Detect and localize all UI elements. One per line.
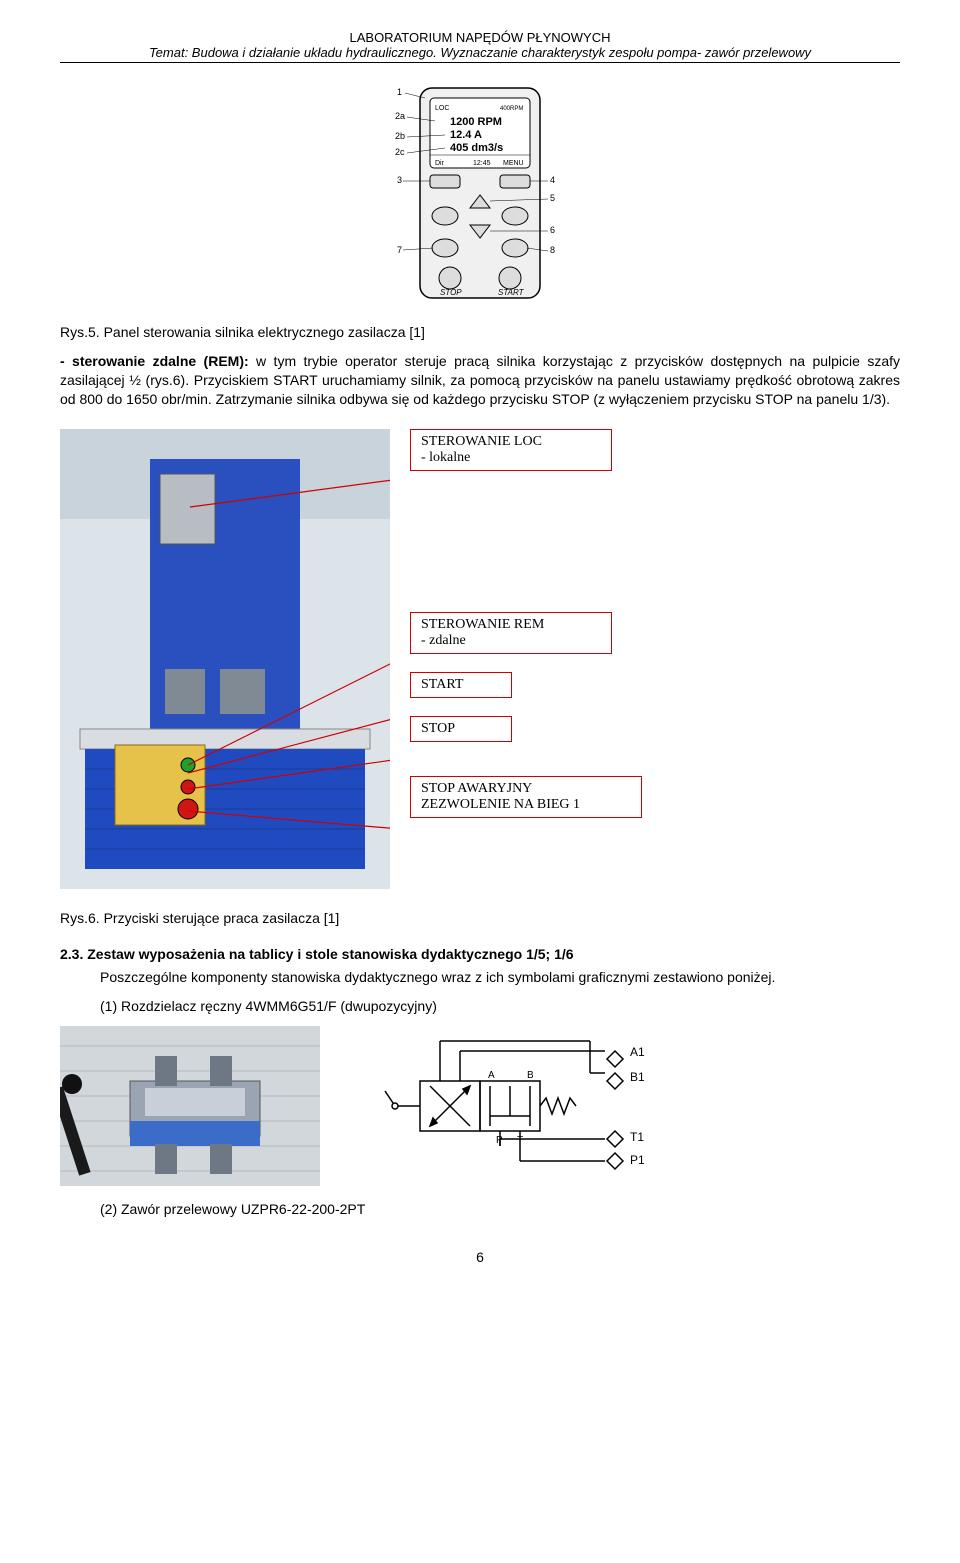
svg-text:LOC: LOC: [435, 105, 449, 112]
svg-text:P: P: [496, 1135, 503, 1146]
svg-text:1: 1: [397, 87, 402, 97]
machine-figure-row: STEROWANIE LOC - lokalne STEROWANIE REM …: [60, 429, 900, 889]
svg-text:4: 4: [550, 175, 555, 185]
svg-text:T: T: [517, 1135, 523, 1146]
label-rem: STEROWANIE REM - zdalne: [410, 612, 612, 654]
label-stop: STOP: [410, 716, 512, 742]
valve-photo-placeholder: [60, 1026, 320, 1186]
machine-photo-placeholder: [60, 429, 390, 889]
label-loc: STEROWANIE LOC - lokalne: [410, 429, 612, 471]
svg-text:MENU: MENU: [503, 160, 524, 167]
valve-schematic: A1 B1 T1 P1 A B P T: [360, 1031, 660, 1181]
svg-text:405 dm3/s: 405 dm3/s: [450, 142, 503, 154]
section-2-3-body: Poszczególne komponenty stanowiska dydak…: [60, 968, 900, 987]
svg-text:12:45: 12:45: [473, 160, 491, 167]
svg-text:2b: 2b: [395, 131, 405, 141]
svg-text:5: 5: [550, 193, 555, 203]
svg-text:B1: B1: [630, 1070, 645, 1084]
item-1: (1) Rozdzielacz ręczny 4WMM6G51/F (dwupo…: [60, 997, 900, 1016]
label-emergency: STOP AWARYJNY ZEZWOLENIE NA BIEG 1: [410, 776, 642, 818]
fig6-caption: Rys.6. Przyciski sterujące praca zasilac…: [60, 909, 900, 928]
svg-text:T1: T1: [630, 1130, 644, 1144]
item-2: (2) Zawór przelewowy UZPR6-22-200-2PT: [60, 1200, 900, 1219]
section-num: 2.3.: [60, 946, 83, 962]
svg-text:8: 8: [550, 245, 555, 255]
svg-text:A: A: [488, 1070, 495, 1081]
svg-text:2c: 2c: [395, 147, 405, 157]
section-2-3-title-row: 2.3. Zestaw wyposażenia na tablicy i sto…: [60, 945, 900, 964]
label-start: START: [410, 672, 512, 698]
item1-figures: A1 B1 T1 P1 A B P T: [60, 1026, 900, 1186]
svg-text:STOP: STOP: [440, 288, 462, 297]
svg-text:7: 7: [397, 245, 402, 255]
svg-text:A1: A1: [630, 1045, 645, 1059]
section-title-text: Zestaw wyposażenia na tablicy i stole st…: [87, 946, 573, 962]
machine-labels-column: STEROWANIE LOC - lokalne STEROWANIE REM …: [410, 429, 642, 824]
svg-text:2a: 2a: [395, 111, 405, 121]
svg-text:1200 RPM: 1200 RPM: [450, 116, 502, 128]
control-panel-figure: LOC 400RPM 1200 RPM 12.4 A 405 dm3/s Dir…: [395, 83, 565, 303]
section-2-3: 2.3. Zestaw wyposażenia na tablicy i sto…: [60, 945, 900, 1219]
svg-text:12.4 A: 12.4 A: [450, 129, 482, 141]
page-header: LABORATORIUM NAPĘDÓW PŁYNOWYCH Temat: Bu…: [60, 30, 900, 63]
svg-text:Dir: Dir: [435, 160, 445, 167]
header-subtitle: Temat: Budowa i działanie układu hydraul…: [60, 45, 900, 60]
svg-text:B: B: [527, 1070, 534, 1081]
svg-text:400RPM: 400RPM: [500, 106, 523, 112]
svg-text:START: START: [498, 288, 525, 297]
header-title: LABORATORIUM NAPĘDÓW PŁYNOWYCH: [60, 30, 900, 45]
svg-text:3: 3: [397, 175, 402, 185]
paragraph-rem: - sterowanie zdalne (REM): w tym trybie …: [60, 352, 900, 409]
svg-text:P1: P1: [630, 1153, 645, 1167]
svg-text:6: 6: [550, 225, 555, 235]
para-lead: - sterowanie zdalne (REM):: [60, 353, 249, 369]
fig5-caption: Rys.5. Panel sterowania silnika elektryc…: [60, 323, 900, 342]
page-number: 6: [60, 1249, 900, 1265]
